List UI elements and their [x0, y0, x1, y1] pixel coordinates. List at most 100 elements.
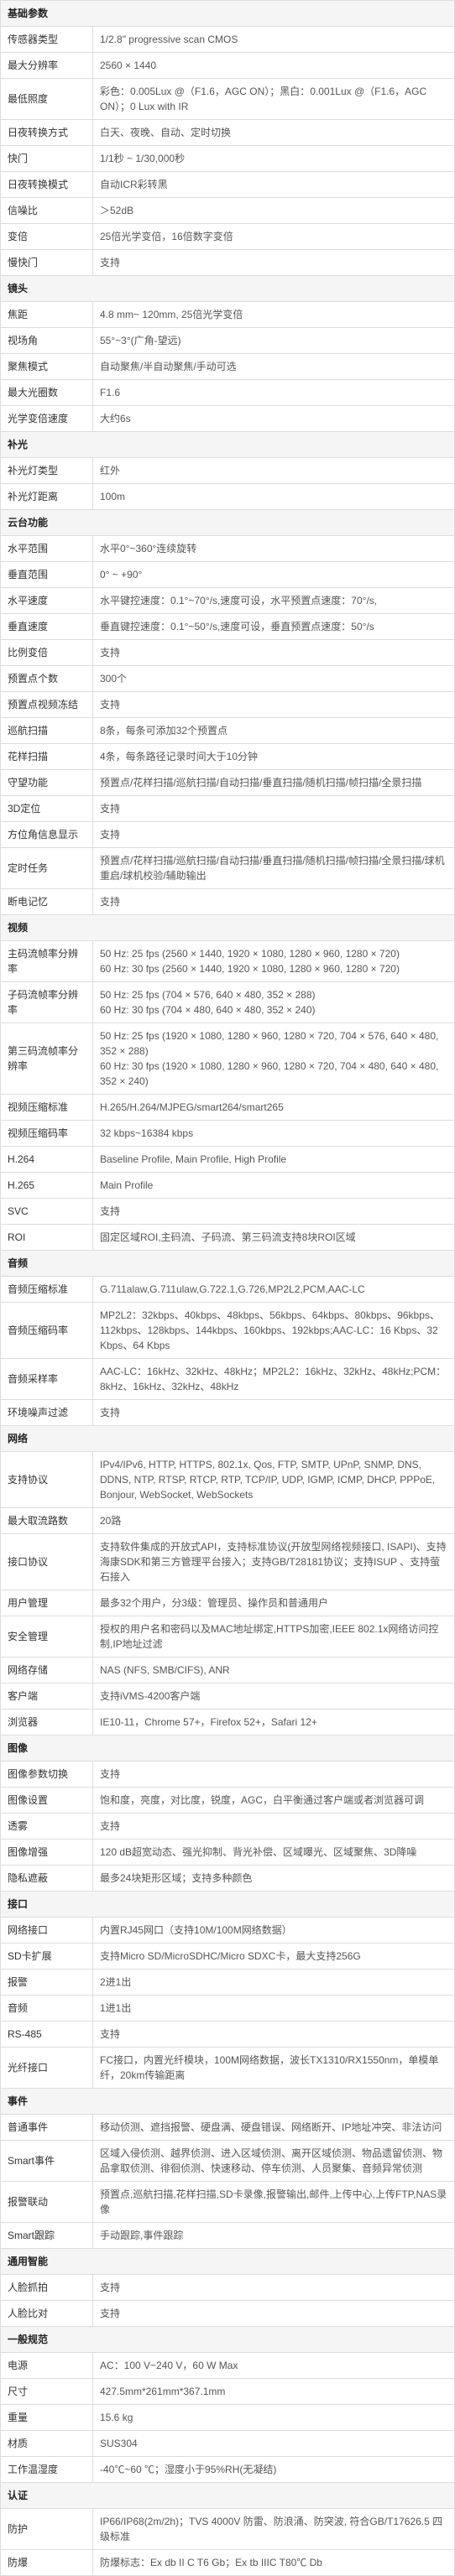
- table-row: 花样扫描4条，每条路径记录时间大于10分钟: [1, 744, 455, 770]
- table-row: 最低照度彩色：0.005Lux @（F1.6，AGC ON）；黑白：0.001L…: [1, 79, 455, 120]
- spec-label: 补光灯距离: [1, 484, 93, 510]
- table-row: 光纤接口FC接口，内置光纤模块，100M网络数据，波长TX1310/RX1550…: [1, 2048, 455, 2089]
- spec-value: FC接口，内置光纤模块，100M网络数据，波长TX1310/RX1550nm，单…: [93, 2048, 455, 2089]
- section-header: 认证: [1, 2483, 455, 2509]
- spec-label: 光学变倍速度: [1, 406, 93, 432]
- table-row: 透雾支持: [1, 1814, 455, 1840]
- spec-label: 第三码流帧率分辨率: [1, 1023, 93, 1095]
- spec-label: 接口协议: [1, 1534, 93, 1590]
- table-row: 支持协议IPv4/IPv6, HTTP, HTTPS, 802.1x, Qos,…: [1, 1452, 455, 1508]
- section-header: 云台功能: [1, 510, 455, 536]
- spec-label: 光纤接口: [1, 2048, 93, 2089]
- spec-label: 防护: [1, 2509, 93, 2550]
- spec-label: 图像参数切换: [1, 1762, 93, 1788]
- spec-label: 人脸抓拍: [1, 2275, 93, 2301]
- spec-label: 补光灯类型: [1, 458, 93, 484]
- spec-label: 网络接口: [1, 1918, 93, 1944]
- spec-label: 视频压缩标准: [1, 1095, 93, 1121]
- spec-value: 支持Micro SD/MicroSDHC/Micro SDXC卡，最大支持256…: [93, 1944, 455, 1970]
- spec-label: H.265: [1, 1173, 93, 1199]
- table-row: 第三码流帧率分辨率50 Hz: 25 fps (1920 × 1080, 128…: [1, 1023, 455, 1095]
- table-row: SVC支持: [1, 1199, 455, 1225]
- spec-value: AAC-LC：16kHz、32kHz、48kHz；MP2L2：16kHz、32k…: [93, 1359, 455, 1400]
- spec-label: 客户端: [1, 1684, 93, 1710]
- table-row: 变倍25倍光学变倍，16倍数字变倍: [1, 224, 455, 250]
- spec-label: ROI: [1, 1225, 93, 1251]
- table-row: 隐私遮蔽最多24块矩形区域；支持多种颜色: [1, 1866, 455, 1892]
- table-row: 快门1/1秒 ~ 1/30,000秒: [1, 146, 455, 172]
- table-row: 接口协议支持软件集成的开放式API，支持标准协议(开放型网络视频接口, ISAP…: [1, 1534, 455, 1590]
- spec-label: 巡航扫描: [1, 718, 93, 744]
- section-header: 事件: [1, 2089, 455, 2115]
- spec-value: 移动侦测、遮挡报警、硬盘满、硬盘错误、网络断开、IP地址冲突、非法访问: [93, 2115, 455, 2141]
- spec-value: 2560 × 1440: [93, 53, 455, 79]
- spec-label: 预置点视频冻结: [1, 692, 93, 718]
- table-row: 人脸比对支持: [1, 2301, 455, 2327]
- spec-value: AC：100 V~240 V，60 W Max: [93, 2353, 455, 2379]
- table-row: RS-485支持: [1, 2022, 455, 2048]
- spec-label: 水平范围: [1, 536, 93, 562]
- spec-label: 3D定位: [1, 796, 93, 822]
- table-row: 工作温湿度-40℃~60 ℃；湿度小于95%RH(无凝结): [1, 2457, 455, 2483]
- spec-value: 支持: [93, 822, 455, 848]
- spec-value: 垂直键控速度：0.1°~50°/s,速度可设，垂直预置点速度：50°/s: [93, 614, 455, 640]
- spec-value: 支持: [93, 250, 455, 276]
- table-row: 巡航扫描8条，每条可添加32个预置点: [1, 718, 455, 744]
- spec-label: 变倍: [1, 224, 93, 250]
- spec-label: 音频压缩码率: [1, 1303, 93, 1359]
- spec-value: -40℃~60 ℃；湿度小于95%RH(无凝结): [93, 2457, 455, 2483]
- spec-value: 0° ~ +90°: [93, 562, 455, 588]
- spec-value: 大约6s: [93, 406, 455, 432]
- table-row: ROI固定区域ROI,主码流、子码流、第三码流支持8块ROI区域: [1, 1225, 455, 1251]
- spec-label: 工作温湿度: [1, 2457, 93, 2483]
- spec-label: 水平速度: [1, 588, 93, 614]
- spec-value: 防爆标志：Ex db II C T6 Gb；Ex tb IIIC T80℃ Db: [93, 2550, 455, 2576]
- spec-label: RS-485: [1, 2022, 93, 2048]
- table-row: 材质SUS304: [1, 2431, 455, 2457]
- spec-label: 快门: [1, 146, 93, 172]
- table-row: 报警联动预置点,巡航扫描,花样扫描,SD卡录像,报警输出,邮件,上传中心,上传F…: [1, 2182, 455, 2223]
- table-row: 焦距4.8 mm~ 120mm, 25倍光学变倍: [1, 302, 455, 328]
- spec-value: 120 dB超宽动态、强光抑制、背光补偿、区域曝光、区域聚焦、3D降噪: [93, 1840, 455, 1866]
- spec-label: 传感器类型: [1, 27, 93, 53]
- spec-value: MP2L2：32kbps、40kbps、48kbps、56kbps、64kbps…: [93, 1303, 455, 1359]
- table-row: 浏览器IE10-11，Chrome 57+，Firefox 52+，Safari…: [1, 1710, 455, 1736]
- spec-value: 55°~3°(广角-望远): [93, 328, 455, 354]
- table-row: Smart事件区域入侵侦测、越界侦测、进入区域侦测、离开区域侦测、物品遗留侦测、…: [1, 2141, 455, 2182]
- spec-table: 基础参数传感器类型1/2.8" progressive scan CMOS最大分…: [0, 0, 455, 2576]
- table-row: 音频1进1出: [1, 1996, 455, 2022]
- table-row: 图像参数切换支持: [1, 1762, 455, 1788]
- table-row: 网络接口内置RJ45网口（支持10M/100M网络数据）: [1, 1918, 455, 1944]
- spec-value: 水平0°~360°连续旋转: [93, 536, 455, 562]
- spec-label: 断电记忆: [1, 889, 93, 915]
- table-row: 视频压缩标准H.265/H.264/MJPEG/smart264/smart26…: [1, 1095, 455, 1121]
- spec-label: 材质: [1, 2431, 93, 2457]
- spec-value: 支持: [93, 1814, 455, 1840]
- table-row: 传感器类型1/2.8" progressive scan CMOS: [1, 27, 455, 53]
- spec-value: H.265/H.264/MJPEG/smart264/smart265: [93, 1095, 455, 1121]
- spec-value: 支持: [93, 2301, 455, 2327]
- table-row: 预置点个数300个: [1, 666, 455, 692]
- spec-value: 红外: [93, 458, 455, 484]
- spec-value: IP66/IP68(2m/2h)；TVS 4000V 防雷、防浪涌、防突波, 符…: [93, 2509, 455, 2550]
- table-row: 日夜转换方式白天、夜晚、自动、定时切换: [1, 120, 455, 146]
- spec-label: 人脸比对: [1, 2301, 93, 2327]
- table-row: 尺寸427.5mm*261mm*367.1mm: [1, 2379, 455, 2405]
- spec-value: 内置RJ45网口（支持10M/100M网络数据）: [93, 1918, 455, 1944]
- table-row: 音频压缩标准G.711alaw,G.711ulaw,G.722.1,G.726,…: [1, 1277, 455, 1303]
- table-row: 电源AC：100 V~240 V，60 W Max: [1, 2353, 455, 2379]
- table-row: 定时任务预置点/花样扫描/巡航扫描/自动扫描/垂直扫描/随机扫描/帧扫描/全景扫…: [1, 848, 455, 889]
- table-row: 最大光圈数F1.6: [1, 380, 455, 406]
- spec-value: 最多32个用户，分3级：管理员、操作员和普通用户: [93, 1590, 455, 1616]
- spec-label: 日夜转换方式: [1, 120, 93, 146]
- table-row: 视频压缩码率32 kbps~16384 kbps: [1, 1121, 455, 1147]
- table-row: 信噪比＞52dB: [1, 198, 455, 224]
- spec-value: 支持: [93, 640, 455, 666]
- spec-value: 300个: [93, 666, 455, 692]
- table-row: 网络存储NAS (NFS, SMB/CIFS), ANR: [1, 1657, 455, 1684]
- spec-label: 子码流帧率分辨率: [1, 982, 93, 1023]
- table-row: 慢快门支持: [1, 250, 455, 276]
- spec-value: 支持: [93, 2022, 455, 2048]
- table-row: 音频压缩码率MP2L2：32kbps、40kbps、48kbps、56kbps、…: [1, 1303, 455, 1359]
- spec-label: 图像设置: [1, 1788, 93, 1814]
